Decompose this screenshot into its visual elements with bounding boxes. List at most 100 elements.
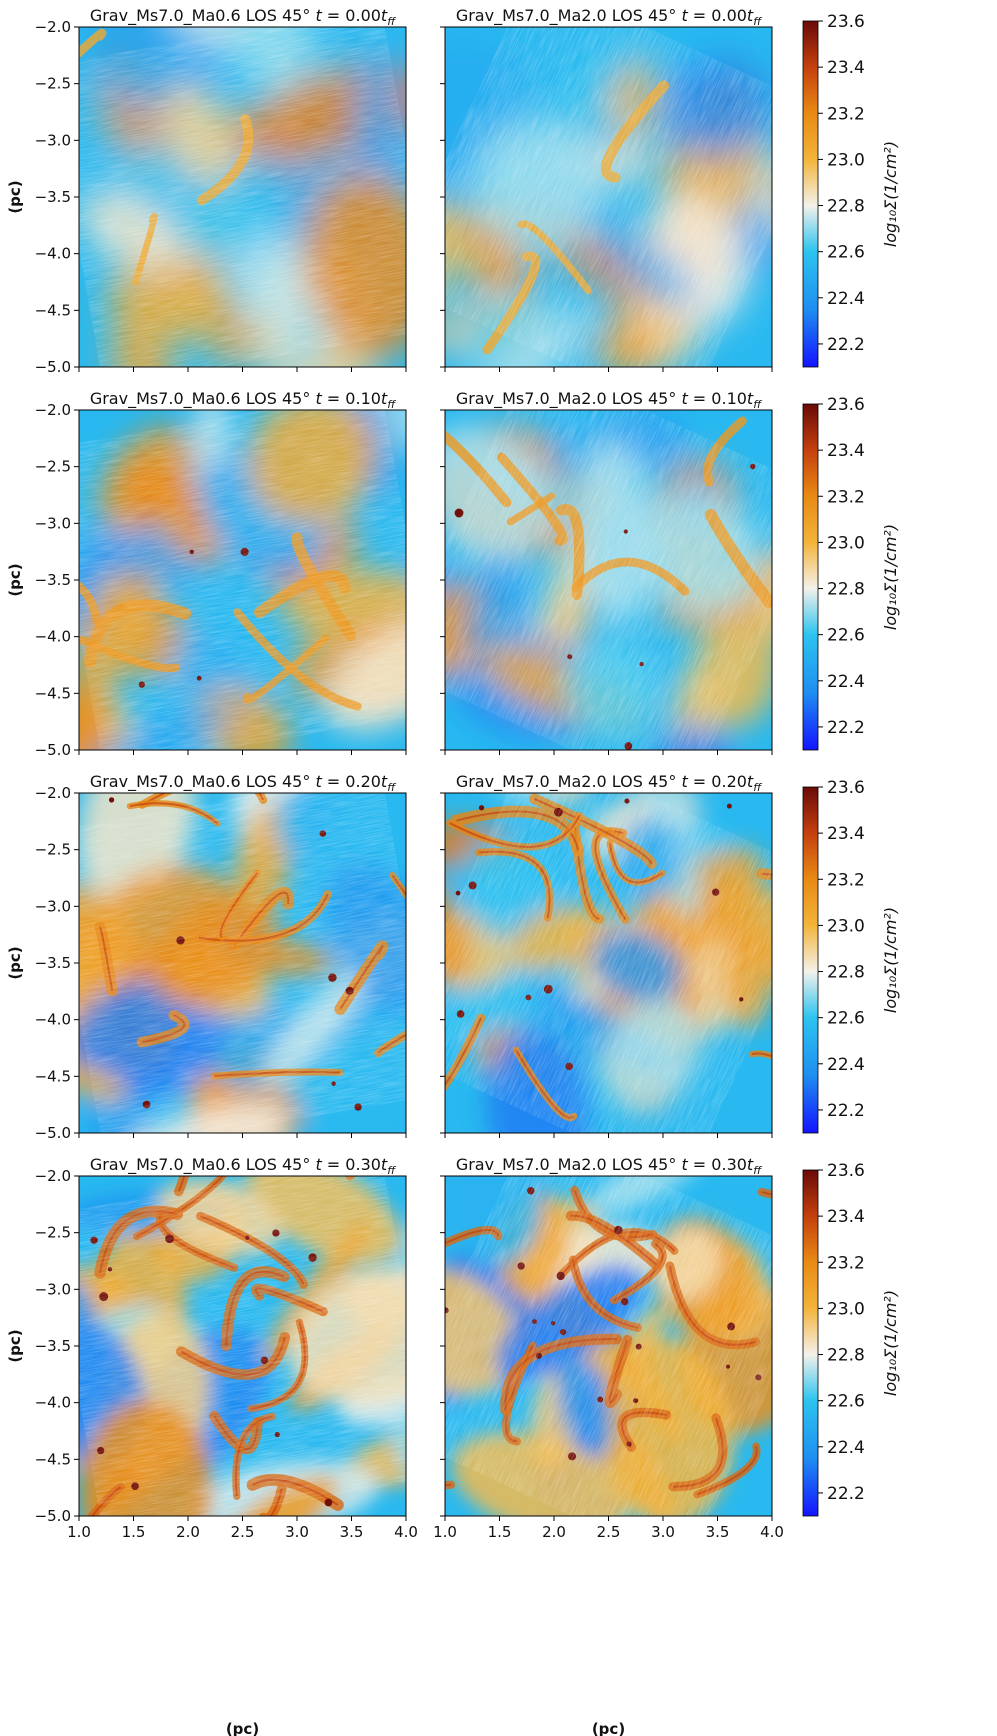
y-tick-label: −2.5 <box>35 1224 71 1242</box>
y-tick-label: −5.0 <box>35 741 71 759</box>
x-tick-label: 3.5 <box>340 1523 364 1541</box>
y-axis-label: (pc) <box>6 946 24 979</box>
x-tick-label: 3.0 <box>651 1523 675 1541</box>
colorbar-tick-label: 22.6 <box>827 1009 865 1029</box>
colorbar-label: log₁₀Σ(1/cm²) <box>881 141 900 247</box>
colorbar-ramp <box>802 786 819 1134</box>
y-axis-label: (pc) <box>6 1329 24 1362</box>
y-tick-label: −4.5 <box>35 1067 71 1085</box>
y-tick-label: −4.5 <box>35 1450 71 1468</box>
panel-title: Grav_Ms7.0_Ma0.6 LOS 45° t = 0.20tff <box>90 772 396 794</box>
y-tick-label: −3.0 <box>35 514 71 532</box>
y-axis-label: (pc) <box>6 180 24 213</box>
x-tick-label: 1.5 <box>122 1523 146 1541</box>
colorbar-tick-label: 23.2 <box>827 487 865 507</box>
x-tick-label: 3.5 <box>706 1523 730 1541</box>
x-tick-label: 1.5 <box>488 1523 512 1541</box>
y-tick-label: −4.0 <box>35 1011 71 1029</box>
colorbar-tick-label: 23.2 <box>827 104 865 124</box>
panel-title: Grav_Ms7.0_Ma2.0 LOS 45° t = 0.20tff <box>456 772 762 794</box>
colorbar: 22.2 22.4 22.6 22.8 23.0 23.2 23.4 23.6 log₁₀Σ(1… <box>802 12 900 368</box>
x-tick-label: 2.0 <box>542 1523 566 1541</box>
y-tick-label: −2.5 <box>35 458 71 476</box>
panel-p20: Grav_Ms7.0_Ma0.6 LOS 45° t = 0.20tff −2.0… <box>35 772 407 1142</box>
y-tick-label: −2.5 <box>35 841 71 859</box>
colorbar-tick-label: 23.4 <box>827 1207 865 1227</box>
colorbar-tick-label: 23.6 <box>827 395 865 415</box>
y-tick-label: −3.0 <box>35 897 71 915</box>
colorbar-tick-label: 23.4 <box>827 441 865 461</box>
colorbar-label: log₁₀Σ(1/cm²) <box>881 524 900 630</box>
panel-p00: Grav_Ms7.0_Ma0.6 LOS 45° t = 0.00tff −2.0… <box>35 6 407 376</box>
axis-labels-group: (pc) (pc) (pc) (pc) (pc) (pc) <box>6 180 625 1736</box>
colorbar-tick-label: 23.0 <box>827 1299 865 1319</box>
y-tick-label: −4.5 <box>35 684 71 702</box>
y-tick-label: −4.0 <box>35 1394 71 1412</box>
colorbar-tick-label: 23.2 <box>827 1253 865 1273</box>
y-tick-label: −2.5 <box>35 75 71 93</box>
colorbar: 22.2 22.4 22.6 22.8 23.0 23.2 23.4 23.6 log₁₀Σ(1… <box>802 1161 900 1517</box>
colorbar-tick-label: 23.6 <box>827 778 865 798</box>
colorbar-tick-label: 22.8 <box>827 963 865 983</box>
panel-p31: Grav_Ms7.0_Ma2.0 LOS 45° t = 0.30tff 1.0 1… <box>433 1155 784 1541</box>
colorbar-tick-label: 22.8 <box>827 580 865 600</box>
y-tick-label: −5.0 <box>35 1124 71 1142</box>
colorbar-tick-label: 22.2 <box>827 1484 865 1504</box>
panel-p11: Grav_Ms7.0_Ma2.0 LOS 45° t = 0.10tff <box>440 389 773 755</box>
colorbar-ramp <box>802 1169 819 1517</box>
colorbar: 22.2 22.4 22.6 22.8 23.0 23.2 23.4 23.6 log₁₀Σ(1… <box>802 395 900 751</box>
colorbar-tick-label: 23.6 <box>827 12 865 32</box>
colorbar-tick-label: 23.6 <box>827 1161 865 1181</box>
colorbar-tick-label: 22.4 <box>827 1438 865 1458</box>
colorbar-label: log₁₀Σ(1/cm²) <box>881 1290 900 1396</box>
y-tick-label: −2.0 <box>35 401 71 419</box>
colorbar: 22.2 22.4 22.6 22.8 23.0 23.2 23.4 23.6 log₁₀Σ(1… <box>802 778 900 1134</box>
x-tick-label: 3.0 <box>285 1523 309 1541</box>
x-tick-label: 1.0 <box>433 1523 457 1541</box>
x-axis-label: (pc) <box>592 1720 625 1736</box>
x-tick-label: 2.5 <box>597 1523 621 1541</box>
colorbar-tick-label: 22.4 <box>827 289 865 309</box>
colorbar-tick-label: 23.0 <box>827 916 865 936</box>
colorbar-tick-label: 22.4 <box>827 672 865 692</box>
y-tick-label: −5.0 <box>35 1507 71 1525</box>
panel-p01: Grav_Ms7.0_Ma2.0 LOS 45° t = 0.00tff <box>440 6 773 372</box>
y-tick-label: −2.0 <box>35 784 71 802</box>
colorbar-tick-label: 23.4 <box>827 824 865 844</box>
x-tick-label: 2.5 <box>231 1523 255 1541</box>
x-tick-label: 4.0 <box>394 1523 418 1541</box>
panel-p21: Grav_Ms7.0_Ma2.0 LOS 45° t = 0.20tff <box>440 772 773 1138</box>
colorbar-tick-label: 22.2 <box>827 718 865 738</box>
colorbar-tick-label: 22.6 <box>827 626 865 646</box>
panels-group: Grav_Ms7.0_Ma0.6 LOS 45° t = 0.00tff −2.0… <box>35 6 784 1541</box>
panel-title: Grav_Ms7.0_Ma2.0 LOS 45° t = 0.00tff <box>456 6 762 28</box>
y-tick-label: −3.0 <box>35 1280 71 1298</box>
y-tick-label: −3.5 <box>35 188 71 206</box>
panel-title: Grav_Ms7.0_Ma0.6 LOS 45° t = 0.00tff <box>90 6 396 28</box>
colorbar-tick-label: 22.4 <box>827 1055 865 1075</box>
colorbars-group: 22.2 22.4 22.6 22.8 23.0 23.2 23.4 23.6 log₁₀Σ(1… <box>802 12 900 1517</box>
colorbar-tick-label: 23.2 <box>827 870 865 890</box>
colorbar-tick-label: 23.4 <box>827 58 865 78</box>
panel-p30: Grav_Ms7.0_Ma0.6 LOS 45° t = 0.30tff −2.0… <box>35 1155 418 1541</box>
x-axis-label: (pc) <box>226 1720 259 1736</box>
panel-title: Grav_Ms7.0_Ma2.0 LOS 45° t = 0.30tff <box>456 1155 762 1177</box>
y-tick-label: −3.5 <box>35 571 71 589</box>
colorbar-tick-label: 22.8 <box>827 1346 865 1366</box>
colorbar-tick-label: 22.8 <box>827 197 865 217</box>
colorbar-ramp <box>802 20 819 368</box>
panel-title: Grav_Ms7.0_Ma0.6 LOS 45° t = 0.10tff <box>90 389 396 411</box>
colorbar-tick-label: 23.0 <box>827 533 865 553</box>
panel-p10: Grav_Ms7.0_Ma0.6 LOS 45° t = 0.10tff −2.0… <box>35 389 407 759</box>
panel-title: Grav_Ms7.0_Ma2.0 LOS 45° t = 0.10tff <box>456 389 762 411</box>
y-tick-label: −3.5 <box>35 954 71 972</box>
y-tick-label: −2.0 <box>35 1167 71 1185</box>
colorbar-label: log₁₀Σ(1/cm²) <box>881 907 900 1013</box>
colorbar-tick-label: 22.6 <box>827 1392 865 1412</box>
y-tick-label: −4.5 <box>35 301 71 319</box>
x-tick-label: 4.0 <box>760 1523 784 1541</box>
y-tick-label: −2.0 <box>35 18 71 36</box>
y-tick-label: −3.0 <box>35 131 71 149</box>
colorbar-tick-label: 23.0 <box>827 150 865 170</box>
